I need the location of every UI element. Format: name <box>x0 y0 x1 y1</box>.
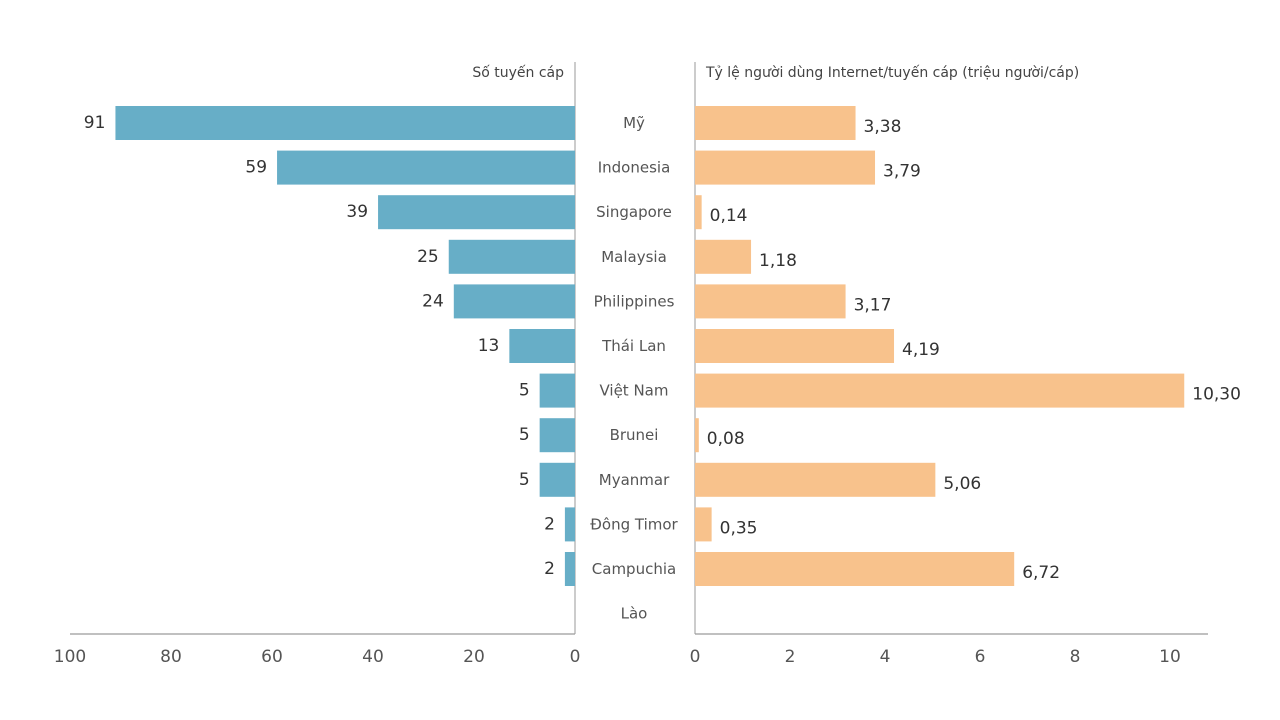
category-label: Brunei <box>610 426 659 444</box>
left-bar-label: 59 <box>245 158 267 178</box>
left-bar-label: 5 <box>519 425 530 445</box>
left-bar-label: 39 <box>346 202 368 222</box>
category-label: Lào <box>621 605 648 623</box>
right-tick-label: 4 <box>880 647 891 667</box>
category-label: Indonesia <box>598 159 671 177</box>
right-bar <box>695 195 702 230</box>
right-series-title: Tỷ lệ người dùng Internet/tuyến cáp (tri… <box>705 64 1079 81</box>
category-label: Mỹ <box>623 114 645 132</box>
right-tick-label: 6 <box>975 647 986 667</box>
left-bar <box>564 552 575 586</box>
left-bar-label: 5 <box>519 381 530 401</box>
right-bar-label: 0,08 <box>707 429 745 449</box>
right-bar-label: 0,14 <box>710 206 748 226</box>
right-bar-label: 3,38 <box>864 117 902 137</box>
right-bar <box>695 239 752 274</box>
left-bar <box>509 329 575 363</box>
left-tick-label: 60 <box>261 647 283 667</box>
left-tick-label: 0 <box>570 647 581 667</box>
right-bar <box>695 507 712 542</box>
right-tick-label: 8 <box>1070 647 1081 667</box>
left-tick-label: 100 <box>54 647 86 667</box>
left-bar <box>564 507 575 542</box>
left-bar <box>378 195 575 230</box>
left-tick-label: 20 <box>463 647 485 667</box>
left-tick-label: 80 <box>160 647 182 667</box>
left-bar-label: 91 <box>84 113 106 133</box>
category-label: Việt Nam <box>599 382 668 400</box>
left-bar <box>539 373 575 408</box>
category-label: Philippines <box>594 292 675 310</box>
right-tick-label: 10 <box>1159 647 1181 667</box>
left-bar-label: 24 <box>422 291 444 311</box>
right-bars-group: 3,38 3,79 0,14 1,18 3,17 4,19 10,30 0,08 5,06 0,3… <box>695 106 1241 586</box>
category-label: Campuchia <box>592 560 676 578</box>
right-bar <box>695 462 936 497</box>
left-bar-label: 5 <box>519 470 530 490</box>
left-bar <box>115 106 575 140</box>
left-bar-label: 2 <box>544 559 555 579</box>
left-bar-label: 25 <box>417 247 439 267</box>
right-bar-label: 10,30 <box>1192 385 1241 405</box>
left-bar <box>448 239 575 274</box>
right-bar <box>695 106 856 140</box>
right-bar <box>695 150 876 185</box>
tick-labels-group: 100 80 60 40 20 0 0 2 4 6 8 10 <box>54 647 1181 667</box>
right-bar-label: 5,06 <box>943 474 981 494</box>
right-bar <box>695 373 1185 408</box>
category-label: Malaysia <box>601 248 667 266</box>
left-tick-label: 40 <box>362 647 384 667</box>
right-bar-label: 1,18 <box>759 251 797 271</box>
left-bar-label: 13 <box>478 336 500 356</box>
right-tick-label: 2 <box>785 647 796 667</box>
category-label: Myanmar <box>599 471 670 489</box>
right-bar <box>695 418 699 453</box>
left-bar-label: 2 <box>544 514 555 534</box>
left-bar <box>277 150 575 185</box>
right-bar <box>695 329 895 363</box>
category-label: Thái Lan <box>601 337 666 355</box>
right-bar <box>695 284 846 319</box>
right-bar-label: 3,17 <box>854 295 892 315</box>
left-bar <box>453 284 575 319</box>
right-bar-label: 6,72 <box>1022 563 1060 583</box>
left-series-title: Số tuyến cáp <box>472 64 564 81</box>
right-bar-label: 3,79 <box>883 162 921 182</box>
category-label: Singapore <box>596 203 672 221</box>
left-bar <box>539 418 575 453</box>
category-labels-group: Mỹ Indonesia Singapore Malaysia Philippines T… <box>590 114 678 623</box>
left-bar <box>539 462 575 497</box>
right-tick-label: 0 <box>690 647 701 667</box>
right-bar-label: 0,35 <box>720 518 758 538</box>
right-bar-label: 4,19 <box>902 340 940 360</box>
left-bars-group: 91 59 39 25 24 13 5 5 5 2 2 <box>84 106 575 586</box>
category-label: Đông Timor <box>590 515 678 533</box>
right-bar <box>695 552 1015 586</box>
